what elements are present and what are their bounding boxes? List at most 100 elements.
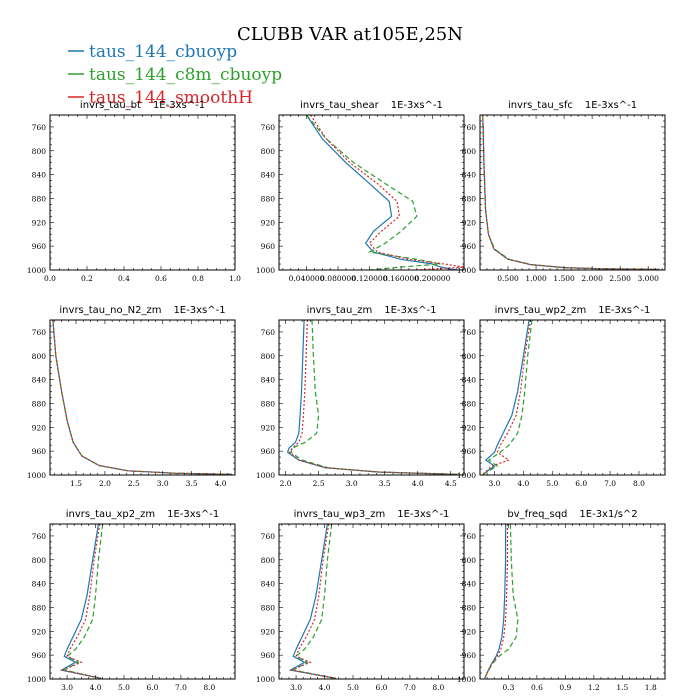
- y-tick-label: 960: [261, 447, 276, 456]
- plot-frame: [278, 319, 465, 476]
- x-tick-label: 6.0: [575, 479, 587, 488]
- y-tick-label: 760: [32, 123, 47, 132]
- x-tick-label: 3.000: [637, 274, 659, 283]
- panel-title: invrs_tau_zm 1E-3xs^-1: [307, 305, 437, 316]
- y-tick-label: 920: [32, 218, 47, 227]
- x-tick-label: 4.0: [412, 479, 424, 488]
- x-tick-label: 1.2: [588, 683, 600, 692]
- legend: taus_144_cbuoyp taus_144_c8m_cbuoyp taus_1…: [68, 42, 282, 108]
- y-tick-label: 760: [261, 532, 276, 541]
- y-tick-label: 760: [462, 123, 477, 132]
- plot-frame: [479, 523, 666, 680]
- chart-panel: bv_freq_sqd 1E-3x1/s^2 760 800 840 880 920 960 1…: [457, 509, 666, 692]
- x-tick-label: 1.500: [553, 274, 575, 283]
- y-tick-label: 920: [462, 423, 477, 432]
- x-tick-label: 2.0: [99, 479, 111, 488]
- y-tick-label: 800: [32, 352, 47, 361]
- panel-title: invrs_tau_xp2_zm 1E-3xs^-1: [66, 509, 220, 520]
- chart-panel: invrs_tau_xp2_zm 1E-3xs^-1 760 800 840 880 920…: [27, 509, 236, 692]
- y-tick-label: 840: [32, 171, 47, 180]
- y-tick-label: 880: [261, 399, 276, 408]
- x-tick-label: 0.160000: [383, 274, 419, 283]
- panel-title: invrs_tau_sfc 1E-3xs^-1: [508, 100, 637, 111]
- plot-frame: [278, 114, 465, 271]
- panel-title: invrs_tau_wp2_zm 1E-3xs^-1: [495, 305, 651, 316]
- y-tick-label: 800: [462, 556, 477, 565]
- y-tick-label: 920: [462, 627, 477, 636]
- x-tick-label: 2.5: [313, 479, 325, 488]
- y-tick-label: 800: [32, 147, 47, 156]
- x-tick-label: 6.0: [375, 683, 387, 692]
- y-tick-label: 960: [462, 651, 477, 660]
- y-tick-label: 880: [32, 603, 47, 612]
- x-tick-label: 7.0: [404, 683, 416, 692]
- x-tick-label: 4.0: [319, 683, 331, 692]
- series-line: [62, 524, 104, 679]
- series-line: [291, 524, 337, 679]
- x-tick-label: 2.500: [609, 274, 631, 283]
- y-tick-label: 840: [462, 171, 477, 180]
- y-tick-label: 1000: [27, 266, 46, 275]
- y-tick-label: 760: [462, 328, 477, 337]
- y-tick-label: 800: [261, 556, 276, 565]
- y-tick-label: 960: [32, 242, 47, 251]
- x-tick-label: 3.0: [488, 479, 500, 488]
- x-tick-label: 4.0: [90, 683, 102, 692]
- series-line: [306, 115, 441, 270]
- series-line: [290, 320, 458, 475]
- series-line: [306, 115, 457, 270]
- y-tick-label: 920: [261, 218, 276, 227]
- series-line: [289, 524, 337, 679]
- y-tick-label: 840: [32, 376, 47, 385]
- x-tick-label: 1.0: [229, 274, 241, 283]
- plot-frame: [479, 319, 666, 476]
- y-tick-label: 920: [462, 218, 477, 227]
- y-tick-label: 1000: [27, 471, 46, 480]
- panel-title: invrs_tau_bt 1E-3xs^-1: [80, 100, 205, 111]
- series-line: [484, 524, 519, 679]
- plot-frame: [49, 319, 236, 476]
- series-line: [59, 524, 102, 679]
- x-tick-label: 7.0: [175, 683, 187, 692]
- series-line: [286, 320, 458, 475]
- x-tick-label: 0.120000: [352, 274, 388, 283]
- panel-title: invrs_tau_no_N2_zm 1E-3xs^-1: [59, 305, 225, 316]
- y-tick-label: 1000: [27, 675, 46, 684]
- y-tick-label: 800: [261, 147, 276, 156]
- x-tick-label: 0.080000: [320, 274, 356, 283]
- x-tick-label: 2.000: [581, 274, 603, 283]
- x-tick-label: 5.0: [347, 683, 359, 692]
- panel-title: invrs_tau_shear 1E-3xs^-1: [300, 100, 443, 111]
- x-tick-label: 0.6: [531, 683, 543, 692]
- chart-panel: invrs_tau_shear 1E-3xs^-1 760 800 840 880 920 9…: [256, 100, 465, 283]
- y-tick-label: 920: [261, 423, 276, 432]
- series-line: [482, 320, 530, 475]
- x-tick-label: 8.0: [203, 683, 215, 692]
- x-tick-label: 4.5: [445, 479, 457, 488]
- y-tick-label: 800: [462, 352, 477, 361]
- chart-panel: invrs_tau_wp3_zm 1E-3xs^-1 760 800 840 880 920…: [256, 509, 465, 692]
- y-tick-label: 800: [32, 556, 47, 565]
- series-line: [482, 320, 533, 475]
- panel-title: invrs_tau_wp3_zm 1E-3xs^-1: [294, 509, 450, 520]
- y-tick-label: 840: [462, 580, 477, 589]
- x-tick-label: 5.0: [546, 479, 558, 488]
- series-line: [288, 524, 337, 679]
- x-tick-label: 0.0: [44, 274, 56, 283]
- series-line: [482, 115, 660, 270]
- x-tick-label: 4.0: [215, 479, 227, 488]
- y-tick-label: 880: [462, 603, 477, 612]
- x-tick-label: 7.0: [604, 479, 616, 488]
- y-tick-label: 840: [261, 376, 276, 385]
- y-tick-label: 920: [32, 423, 47, 432]
- plot-frame: [479, 114, 666, 271]
- chart-panel: invrs_tau_sfc 1E-3xs^-1 760 800 840 880 920 960…: [457, 100, 666, 283]
- x-tick-label: 3.0: [346, 479, 358, 488]
- y-tick-label: 960: [32, 651, 47, 660]
- plot-frame: [49, 523, 236, 680]
- x-tick-label: 5.0: [118, 683, 130, 692]
- plot-frame: [278, 523, 465, 680]
- y-tick-label: 760: [462, 532, 477, 541]
- x-tick-label: 0.200000: [415, 274, 451, 283]
